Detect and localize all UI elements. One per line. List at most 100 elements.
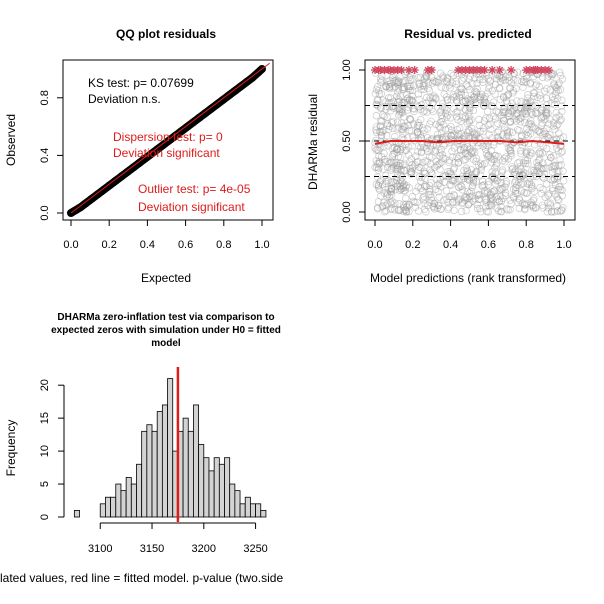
residual-point [428, 196, 436, 205]
residual-point [500, 93, 508, 102]
histogram-bar [218, 463, 225, 518]
residual-point [417, 177, 425, 186]
residual-point [429, 107, 437, 116]
residual-point [375, 157, 384, 166]
residual-point [426, 190, 435, 199]
residual-point [506, 107, 515, 115]
residual-point [532, 158, 541, 167]
residual-point [526, 148, 535, 156]
residual-point [536, 139, 544, 148]
residual-point [408, 97, 417, 105]
residual-point [376, 178, 384, 186]
residual-point [395, 186, 404, 194]
median-fit-line [374, 139, 565, 145]
residual-point [491, 80, 500, 89]
residual-point [458, 113, 466, 121]
residual-point [455, 130, 463, 138]
residual-point [383, 132, 391, 140]
residual-point [391, 79, 400, 87]
residual-point [371, 144, 379, 152]
histogram-bar [105, 496, 111, 518]
residual-point [486, 191, 495, 199]
ks-test-text: KS test: p= 0.07699 [88, 76, 194, 90]
residual-point [404, 121, 413, 130]
residual-point [467, 116, 475, 124]
residual-point [389, 124, 397, 132]
residual-point [527, 102, 535, 111]
residual-point [398, 108, 407, 117]
residual-point [391, 179, 400, 187]
residual-point [504, 90, 513, 98]
residual-point [437, 129, 446, 137]
residual-point [393, 138, 401, 147]
residual-point [510, 168, 519, 176]
residual-point [429, 99, 438, 107]
residual-point [415, 103, 423, 111]
zi-ylabel: Frequency [4, 420, 18, 477]
residual-point [403, 90, 411, 99]
residual-point [397, 176, 405, 184]
residual-point [446, 167, 454, 176]
residual-point [520, 188, 529, 197]
residual-point [445, 158, 453, 167]
residual-point [447, 69, 455, 78]
residual-point [407, 168, 415, 177]
residual-point [428, 153, 436, 161]
residual-xlabel: Model predictions (rank transformed) [370, 271, 566, 285]
residual-point [436, 118, 444, 127]
residual-point [510, 193, 518, 202]
residual-point [548, 184, 557, 193]
residual-point [489, 67, 497, 75]
residual-point [419, 81, 427, 90]
residual-point [536, 129, 544, 137]
residual-point [524, 103, 532, 111]
residual-point [391, 199, 399, 207]
residual-point [387, 188, 396, 196]
residual-point [406, 167, 414, 175]
residual-point [517, 114, 525, 122]
residual-point [522, 78, 530, 86]
residual-point [405, 82, 413, 91]
residual-point [371, 163, 379, 172]
residual-point [517, 131, 526, 139]
residual-point [485, 201, 493, 210]
residual-point [508, 165, 516, 174]
residual-point [399, 184, 407, 192]
residual-point [420, 196, 428, 204]
residual-point [507, 149, 515, 158]
residual-point [522, 125, 531, 133]
residual-point [486, 77, 495, 85]
residual-point [485, 114, 494, 122]
residual-point [462, 106, 470, 114]
residual-point [415, 163, 423, 171]
residual-point [386, 187, 395, 196]
residual-point [451, 158, 459, 167]
residual-point [499, 76, 507, 84]
residual-point [462, 172, 471, 181]
residual-point [452, 80, 460, 88]
residual-point [509, 164, 517, 173]
residual-point [462, 164, 470, 172]
residual-point [494, 127, 503, 135]
residual-point [559, 133, 568, 141]
residual-point [406, 101, 414, 109]
residual-point [430, 205, 439, 213]
residual-point [486, 153, 495, 162]
qq-xtick-label: 1.0 [254, 239, 269, 251]
residual-point [431, 78, 440, 86]
residual-point [420, 167, 428, 176]
residual-point [525, 119, 533, 127]
residual-point [454, 159, 462, 167]
residual-point [396, 105, 405, 113]
residual-point [507, 152, 515, 160]
residual-point [545, 190, 553, 198]
residual-point [543, 74, 552, 82]
residual-point [382, 102, 391, 111]
residual-point [393, 182, 401, 191]
residual-point [447, 181, 455, 189]
residual-point [417, 163, 425, 172]
qq-xtick-label: 0.4 [140, 239, 155, 251]
residual-point [529, 204, 538, 212]
residual-point [538, 201, 547, 210]
residual-point [399, 77, 407, 85]
